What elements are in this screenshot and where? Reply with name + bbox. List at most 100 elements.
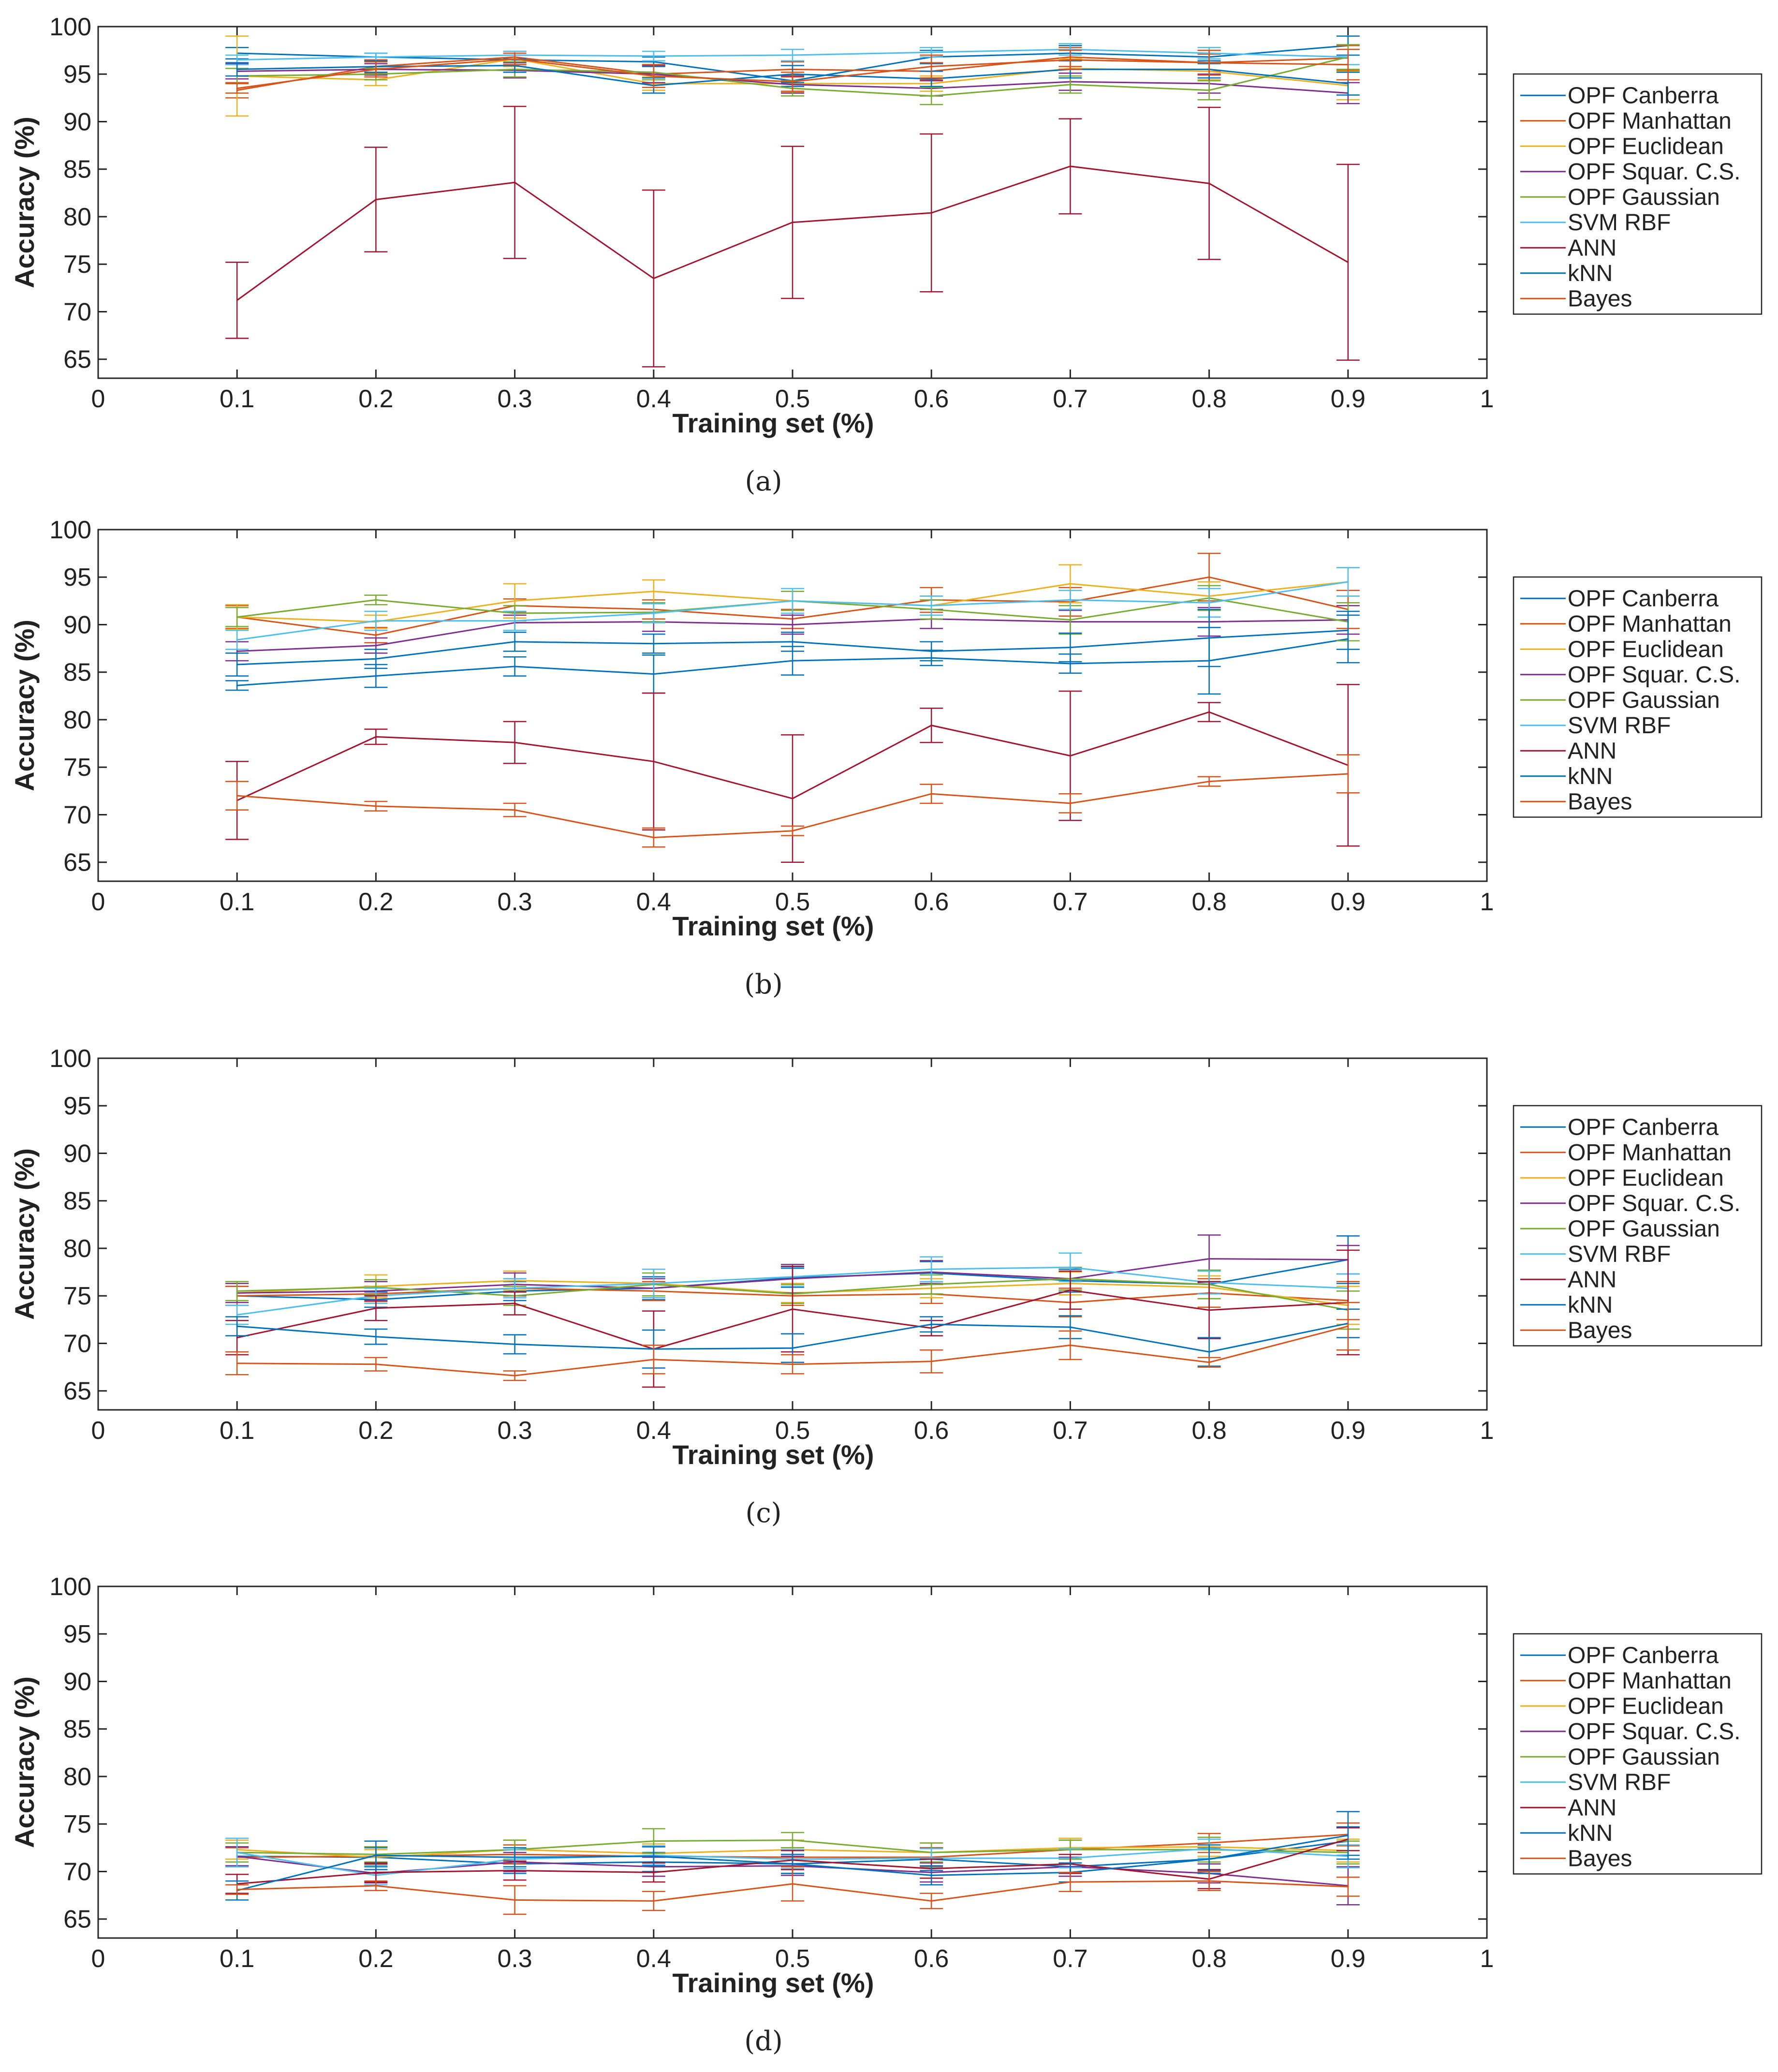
y-tick-label: 95 <box>63 1092 91 1120</box>
legend-entry: SVM RBF <box>1568 1770 1671 1795</box>
data-point <box>792 1883 793 1885</box>
data-point <box>653 278 655 280</box>
x-tick-label: 0.8 <box>1191 385 1226 413</box>
data-point <box>930 1268 932 1270</box>
legend-entry: OPF Gaussian <box>1568 1216 1720 1242</box>
data-point <box>375 1363 377 1365</box>
legend-entry: OPF Manhattan <box>1568 108 1732 134</box>
data-point <box>1347 629 1349 631</box>
data-point <box>1069 84 1071 86</box>
legend-entry: ANN <box>1568 235 1616 261</box>
legend-entry: OPF Canberra <box>1568 1643 1719 1668</box>
data-point <box>1069 165 1071 167</box>
data-point <box>375 599 377 601</box>
data-point <box>653 643 655 645</box>
series-bayes <box>225 754 1360 848</box>
y-tick-label: 95 <box>63 60 91 89</box>
legend-entry: Bayes <box>1568 1317 1632 1343</box>
chart-panel-a: 0 0.1 0.2 0.3 0.4 0.5 0.6 0.7 0.8 0.9 1 65 70 75 80 85 9… <box>9 13 1763 497</box>
legend-entry: ANN <box>1568 738 1616 764</box>
data-point <box>792 222 793 223</box>
data-point <box>1069 1289 1071 1291</box>
series-knn <box>225 1308 1360 1369</box>
x-tick-label: 0.3 <box>497 1945 532 1973</box>
legend-entry: OPF Canberra <box>1568 83 1719 108</box>
x-tick-label: 0.1 <box>220 1945 254 1973</box>
legend-entry: OPF Gaussian <box>1568 687 1720 713</box>
chart-panel-c: 0 0.1 0.2 0.3 0.4 0.5 0.6 0.7 0.8 0.9 1 65 70 75 80 85 9… <box>9 1045 1763 1529</box>
legend-entry: Bayes <box>1568 286 1632 311</box>
legend-entry: OPF Gaussian <box>1568 1744 1720 1770</box>
data-point <box>514 181 516 183</box>
data-point <box>792 641 793 643</box>
series-ann <box>225 105 1360 368</box>
data-point <box>1069 647 1071 649</box>
legend-entry: OPF Canberra <box>1568 1114 1719 1140</box>
y-tick-label: 70 <box>63 298 91 326</box>
data-point <box>236 664 238 666</box>
data-point <box>930 1900 932 1902</box>
x-tick-label: 0.2 <box>358 1945 393 1973</box>
data-point <box>375 675 377 677</box>
x-tick-label: 0.2 <box>358 1417 393 1445</box>
y-tick-label: 65 <box>63 849 91 877</box>
data-point <box>930 1323 932 1325</box>
series-bayes <box>225 1866 1360 1915</box>
y-tick-label: 85 <box>63 659 91 687</box>
legend-entry: OPF Squar. C.S. <box>1568 1719 1740 1745</box>
y-axis-label: Accuracy (%) <box>9 1676 40 1848</box>
y-tick-label: 80 <box>63 1235 91 1263</box>
data-point <box>1347 1886 1349 1888</box>
chart-panel-b: 0 0.1 0.2 0.3 0.4 0.5 0.6 0.7 0.8 0.9 1 65 70 75 80 85 9… <box>9 516 1763 1000</box>
data-point <box>653 75 655 77</box>
data-point <box>1069 1344 1071 1346</box>
data-point <box>930 651 932 652</box>
data-point <box>1069 59 1071 61</box>
y-tick-label: 70 <box>63 1858 91 1886</box>
x-tick-label: 0.6 <box>914 385 949 413</box>
data-point <box>375 1854 377 1856</box>
legend-entry: kNN <box>1568 1820 1613 1846</box>
legend-entry: OPF Euclidean <box>1568 1693 1724 1719</box>
legend-entry: OPF Squar. C.S. <box>1568 1191 1740 1216</box>
data-point <box>1208 182 1210 184</box>
data-point <box>653 837 655 839</box>
y-tick-label: 70 <box>63 801 91 829</box>
data-point <box>1069 1266 1071 1268</box>
data-point <box>930 1284 932 1286</box>
data-point <box>236 1337 238 1339</box>
data-point <box>1347 83 1349 85</box>
data-point <box>236 59 238 61</box>
x-tick-label: 0.5 <box>775 888 810 916</box>
x-tick-label: 0.3 <box>497 385 532 413</box>
legend-entry: SVM RBF <box>1568 210 1671 236</box>
x-tick-label: 0.4 <box>636 1945 671 1973</box>
data-point <box>1208 1309 1210 1311</box>
y-tick-label: 100 <box>49 13 91 41</box>
x-tick-label: 0 <box>91 888 105 916</box>
x-tick-label: 0.7 <box>1053 1945 1087 1973</box>
data-point <box>1208 62 1210 64</box>
data-point <box>653 1871 655 1873</box>
data-point <box>236 1314 238 1316</box>
data-point <box>236 1325 238 1327</box>
x-tick-label: 0.4 <box>636 888 671 916</box>
x-tick-label: 0.8 <box>1191 1417 1226 1445</box>
series-bayes <box>225 1302 1360 1381</box>
legend-entry: kNN <box>1568 261 1613 286</box>
panel-caption: (b) <box>744 969 783 1000</box>
x-tick-label: 0.6 <box>914 888 949 916</box>
data-point <box>1208 1258 1210 1260</box>
data-point <box>792 1308 793 1310</box>
data-point <box>375 620 377 622</box>
x-tick-label: 0.6 <box>914 1945 949 1973</box>
legend-entry: OPF Squar. C.S. <box>1568 662 1740 688</box>
y-tick-label: 75 <box>63 1810 91 1838</box>
x-tick-label: 0.5 <box>775 1417 810 1445</box>
legend-entry: OPF Manhattan <box>1568 611 1732 637</box>
data-point <box>1347 64 1349 66</box>
